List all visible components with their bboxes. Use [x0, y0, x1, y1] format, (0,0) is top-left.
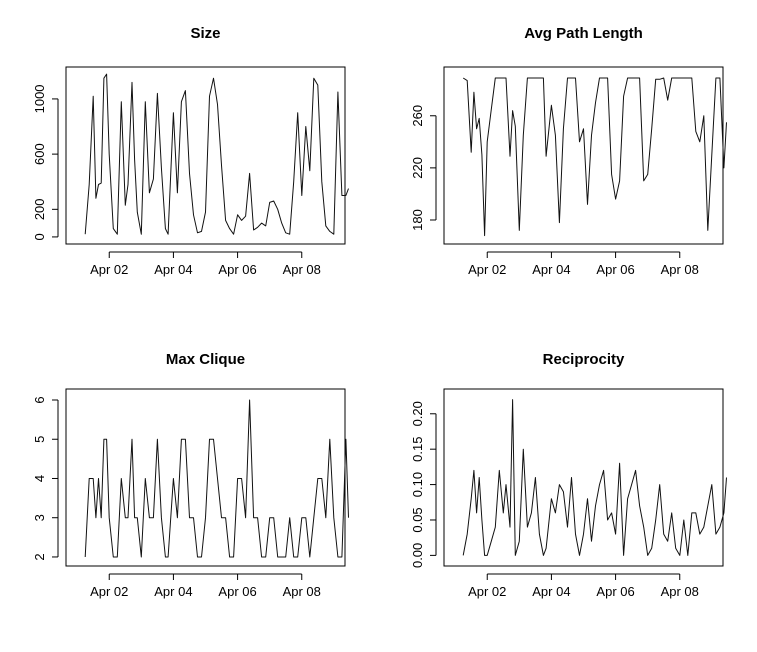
y-tick-label: 0.10 — [410, 472, 425, 497]
x-tick-label: Apr 08 — [661, 262, 699, 277]
x-tick-label: Apr 02 — [90, 262, 128, 277]
x-tick-label: Apr 02 — [468, 584, 506, 599]
x-tick-label: Apr 06 — [218, 584, 256, 599]
x-tick-label: Apr 06 — [218, 262, 256, 277]
chart-panel-1: Size Apr 02 Apr 04 Apr 06 Apr 08 0 200 600 1000 — [32, 25, 349, 277]
series-line-1 — [462, 77, 727, 237]
plot-frame — [443, 388, 724, 567]
x-tick-label: Apr 08 — [283, 262, 321, 277]
y-tick-label: 260 — [410, 105, 425, 127]
y-tick-label: 5 — [32, 436, 47, 443]
y-tick-label: 3 — [32, 514, 47, 521]
x-tick-label: Apr 06 — [596, 262, 634, 277]
y-tick-label: 0.15 — [410, 437, 425, 462]
x-tick-label: Apr 04 — [532, 584, 570, 599]
chart-title: Max Clique — [166, 351, 245, 368]
x-tick-label: Apr 08 — [661, 584, 699, 599]
x-tick-label: Apr 04 — [532, 262, 570, 277]
y-tick-label: 200 — [32, 198, 47, 220]
y-tick-label: 0 — [32, 233, 47, 240]
y-tick-label: 220 — [410, 157, 425, 179]
series-line-1 — [84, 399, 349, 558]
y-tick-label: 6 — [32, 396, 47, 403]
y-tick-label: 0.20 — [410, 401, 425, 426]
x-tick-label: Apr 08 — [283, 584, 321, 599]
chart-title: Avg Path Length — [524, 25, 643, 42]
chart-title: Reciprocity — [543, 351, 625, 368]
y-tick-label: 0.05 — [410, 507, 425, 532]
y-tick-label: 4 — [32, 475, 47, 482]
y-tick-label: 1000 — [32, 84, 47, 113]
series-line-1 — [462, 399, 727, 556]
x-tick-label: Apr 02 — [90, 584, 128, 599]
y-tick-label: 0.00 — [410, 543, 425, 568]
chart-panel-2: Avg Path Length Apr 02 Apr 04 Apr 06 Apr 08 1… — [410, 25, 727, 277]
x-tick-label: Apr 04 — [154, 262, 192, 277]
chart-title: Size — [190, 25, 220, 42]
series-line-1 — [84, 73, 349, 235]
y-tick-label: 2 — [32, 553, 47, 560]
x-tick-label: Apr 04 — [154, 584, 192, 599]
y-tick-label: 180 — [410, 209, 425, 231]
plot-frame — [65, 66, 346, 245]
y-tick-label: 600 — [32, 143, 47, 165]
x-tick-label: Apr 02 — [468, 262, 506, 277]
x-tick-label: Apr 06 — [596, 584, 634, 599]
chart-panel-3: Max Clique Apr 02 Apr 04 Apr 06 Apr 08 2 3 4 5 6 — [32, 351, 349, 599]
chart-panel-4: Reciprocity Apr 02 Apr 04 Apr 06 Apr 08 0.00 0… — [410, 351, 727, 599]
plot-frame — [443, 66, 724, 245]
